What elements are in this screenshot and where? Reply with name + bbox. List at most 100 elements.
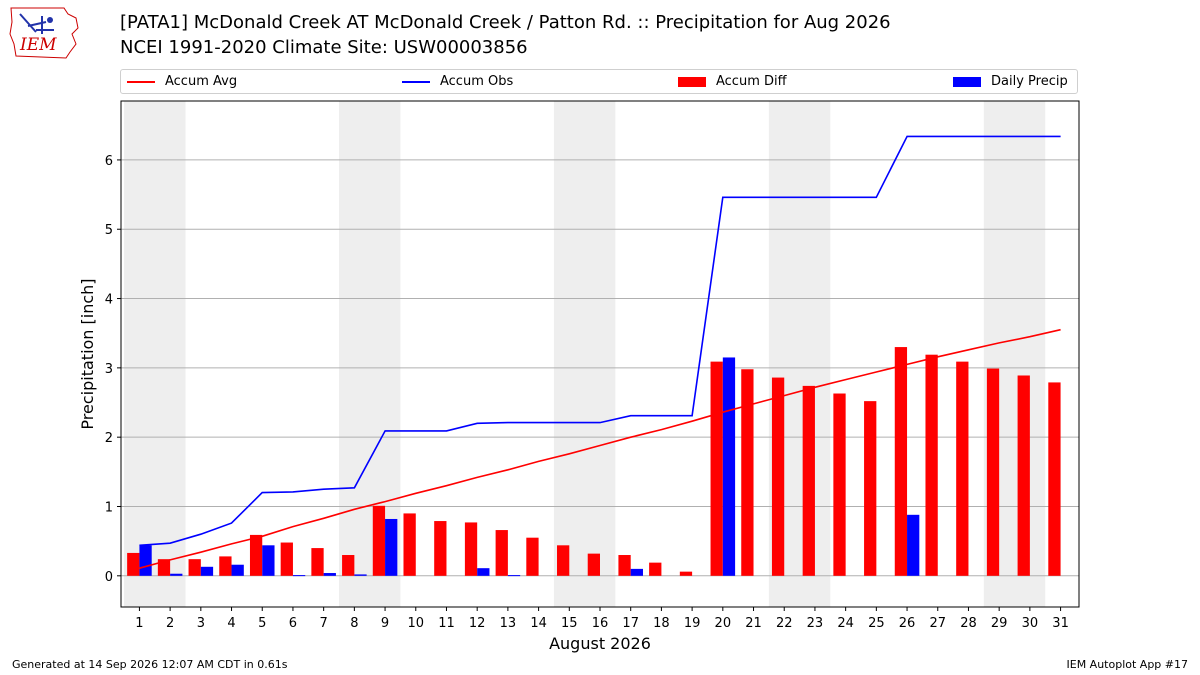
x-tick-label-30: 30 [1022,616,1039,631]
x-tick-label-8: 8 [350,616,358,631]
legend-label-daily-precip: Daily Precip [991,74,1068,89]
bar-accum-diff-day-19 [679,571,693,576]
legend-swatch-accum-obs [402,80,430,83]
bar-daily-precip-day-2 [170,573,183,576]
x-tick-label-9: 9 [381,616,389,631]
app-label: IEM Autoplot App #17 [1066,658,1189,671]
x-tick-label-6: 6 [289,616,297,631]
weekend-shade-3 [553,101,616,607]
bar-accum-diff-day-27 [925,354,938,576]
x-tick-label-21: 21 [745,616,762,631]
x-tick-label-18: 18 [653,616,670,631]
y-tick-label-5: 5 [105,223,113,238]
bar-accum-diff-day-1 [127,552,140,576]
legend-item-accum-obs: Accum Obs [402,70,513,93]
logo-text: IEM [19,35,57,55]
x-tick-label-12: 12 [469,616,486,631]
x-tick-label-14: 14 [530,616,547,631]
x-tick-label-27: 27 [929,616,946,631]
x-tick-label-22: 22 [776,616,793,631]
y-tick-label-6: 6 [105,154,113,169]
legend-label-accum-diff: Accum Diff [716,74,787,89]
bar-accum-diff-day-7 [311,548,324,576]
bar-daily-precip-day-1 [139,545,152,576]
legend-item-accum-diff: Accum Diff [678,70,787,93]
x-tick-label-24: 24 [837,616,854,631]
bar-daily-precip-day-12 [477,568,490,576]
bar-accum-diff-day-6 [280,542,293,576]
generated-timestamp: Generated at 14 Sep 2026 12:07 AM CDT in… [12,658,288,671]
x-tick-label-4: 4 [227,616,235,631]
x-tick-label-20: 20 [715,616,732,631]
y-tick-label-1: 1 [105,500,113,515]
bar-daily-precip-day-6 [292,575,306,577]
bar-accum-diff-day-21 [741,369,754,576]
bar-accum-diff-day-24 [833,393,846,576]
x-tick-label-3: 3 [197,616,205,631]
x-tick-label-13: 13 [500,616,517,631]
bar-daily-precip-day-20 [722,357,736,576]
bar-accum-diff-day-11 [434,521,447,576]
x-tick-label-16: 16 [592,616,609,631]
y-tick-label-4: 4 [105,293,113,308]
bar-accum-diff-day-25 [864,401,877,576]
weekend-shade-1 [124,101,186,607]
x-tick-label-19: 19 [684,616,701,631]
bar-accum-diff-day-29 [986,368,1000,576]
bar-accum-diff-day-30 [1017,375,1030,576]
legend-swatch-accum-diff [678,76,706,87]
y-tick-label-2: 2 [105,431,113,446]
bar-accum-diff-day-5 [249,534,263,576]
x-tick-label-26: 26 [899,616,916,631]
legend-item-daily-precip: Daily Precip [953,70,1068,93]
legend: Accum Avg Accum Obs Accum Diff Daily Pre… [120,69,1078,94]
bar-accum-diff-day-2 [157,559,171,576]
x-tick-label-28: 28 [960,616,977,631]
bar-daily-precip-day-9 [385,518,398,576]
legend-label-accum-obs: Accum Obs [440,74,514,89]
x-tick-label-2: 2 [166,616,174,631]
bar-daily-precip-day-7 [323,573,336,576]
x-axis-label: August 2026 [549,634,651,653]
bar-daily-precip-day-5 [262,545,275,576]
iem-logo: IEM [9,7,79,59]
bar-accum-diff-day-17 [618,555,631,576]
x-tick-label-31: 31 [1052,616,1069,631]
x-tick-label-17: 17 [622,616,639,631]
legend-item-accum-avg: Accum Avg [127,70,237,93]
bar-accum-diff-day-14 [526,537,539,576]
y-tick-label-3: 3 [105,362,113,377]
bar-daily-precip-day-13 [507,575,521,577]
chart-title: [PATA1] McDonald Creek AT McDonald Creek… [120,12,891,33]
legend-swatch-accum-avg [127,80,155,83]
x-tick-label-1: 1 [135,616,143,631]
bar-daily-precip-day-17 [630,568,643,576]
bar-accum-diff-day-31 [1048,382,1061,576]
bar-accum-diff-day-28 [956,361,969,576]
x-tick-label-5: 5 [258,616,266,631]
bar-accum-diff-day-26 [894,347,908,576]
bar-daily-precip-day-8 [354,574,367,576]
line-accum-obs [139,135,1061,547]
bar-accum-diff-day-4 [219,556,232,576]
x-tick-label-29: 29 [991,616,1008,631]
x-tick-label-11: 11 [438,616,455,631]
chart-subtitle: NCEI 1991-2020 Climate Site: USW00003856 [120,37,528,58]
x-tick-label-23: 23 [807,616,824,631]
bar-accum-diff-day-3 [188,559,201,576]
bar-accum-diff-day-10 [403,513,416,576]
x-tick-label-15: 15 [561,616,578,631]
x-tick-label-7: 7 [320,616,328,631]
bar-accum-diff-day-15 [557,545,570,576]
bar-accum-diff-day-12 [464,522,478,576]
bar-accum-diff-day-18 [649,562,662,576]
bar-accum-diff-day-20 [710,361,723,576]
line-accum-avg [139,328,1061,569]
bar-accum-diff-day-23 [802,385,815,576]
bar-daily-precip-day-4 [231,564,244,576]
bar-accum-diff-day-13 [495,530,508,576]
bar-daily-precip-day-26 [907,514,920,576]
x-tick-label-25: 25 [868,616,885,631]
x-tick-label-10: 10 [407,616,424,631]
